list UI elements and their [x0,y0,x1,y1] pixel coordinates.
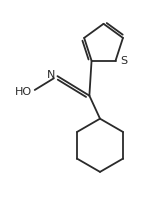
Text: S: S [120,56,128,66]
Text: HO: HO [15,87,32,97]
Text: N: N [46,70,55,80]
